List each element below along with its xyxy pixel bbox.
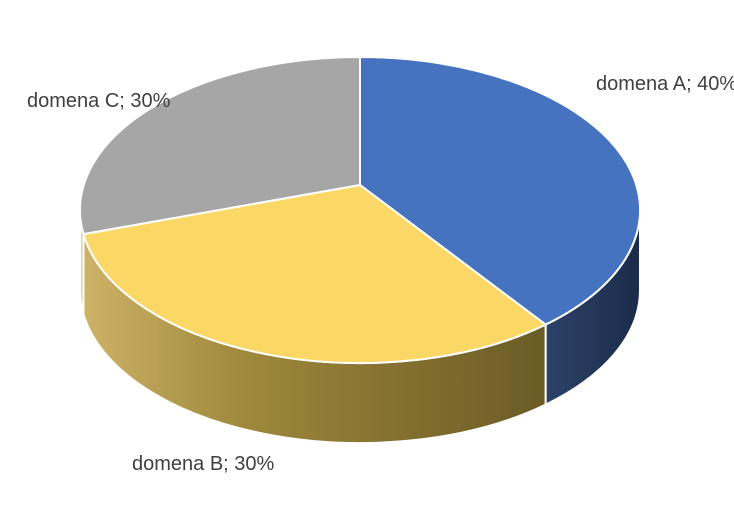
pie-slice-domena-a[interactable] xyxy=(359,56,642,326)
pie-slice-domena-b[interactable] xyxy=(82,184,547,365)
pie-slice-domena-c[interactable] xyxy=(79,56,361,236)
data-label-domena-c: domena C; 30% xyxy=(27,90,171,112)
data-label-domena-a: domena A; 40% xyxy=(596,73,734,95)
data-label-domena-b: domena B; 30% xyxy=(132,453,275,475)
